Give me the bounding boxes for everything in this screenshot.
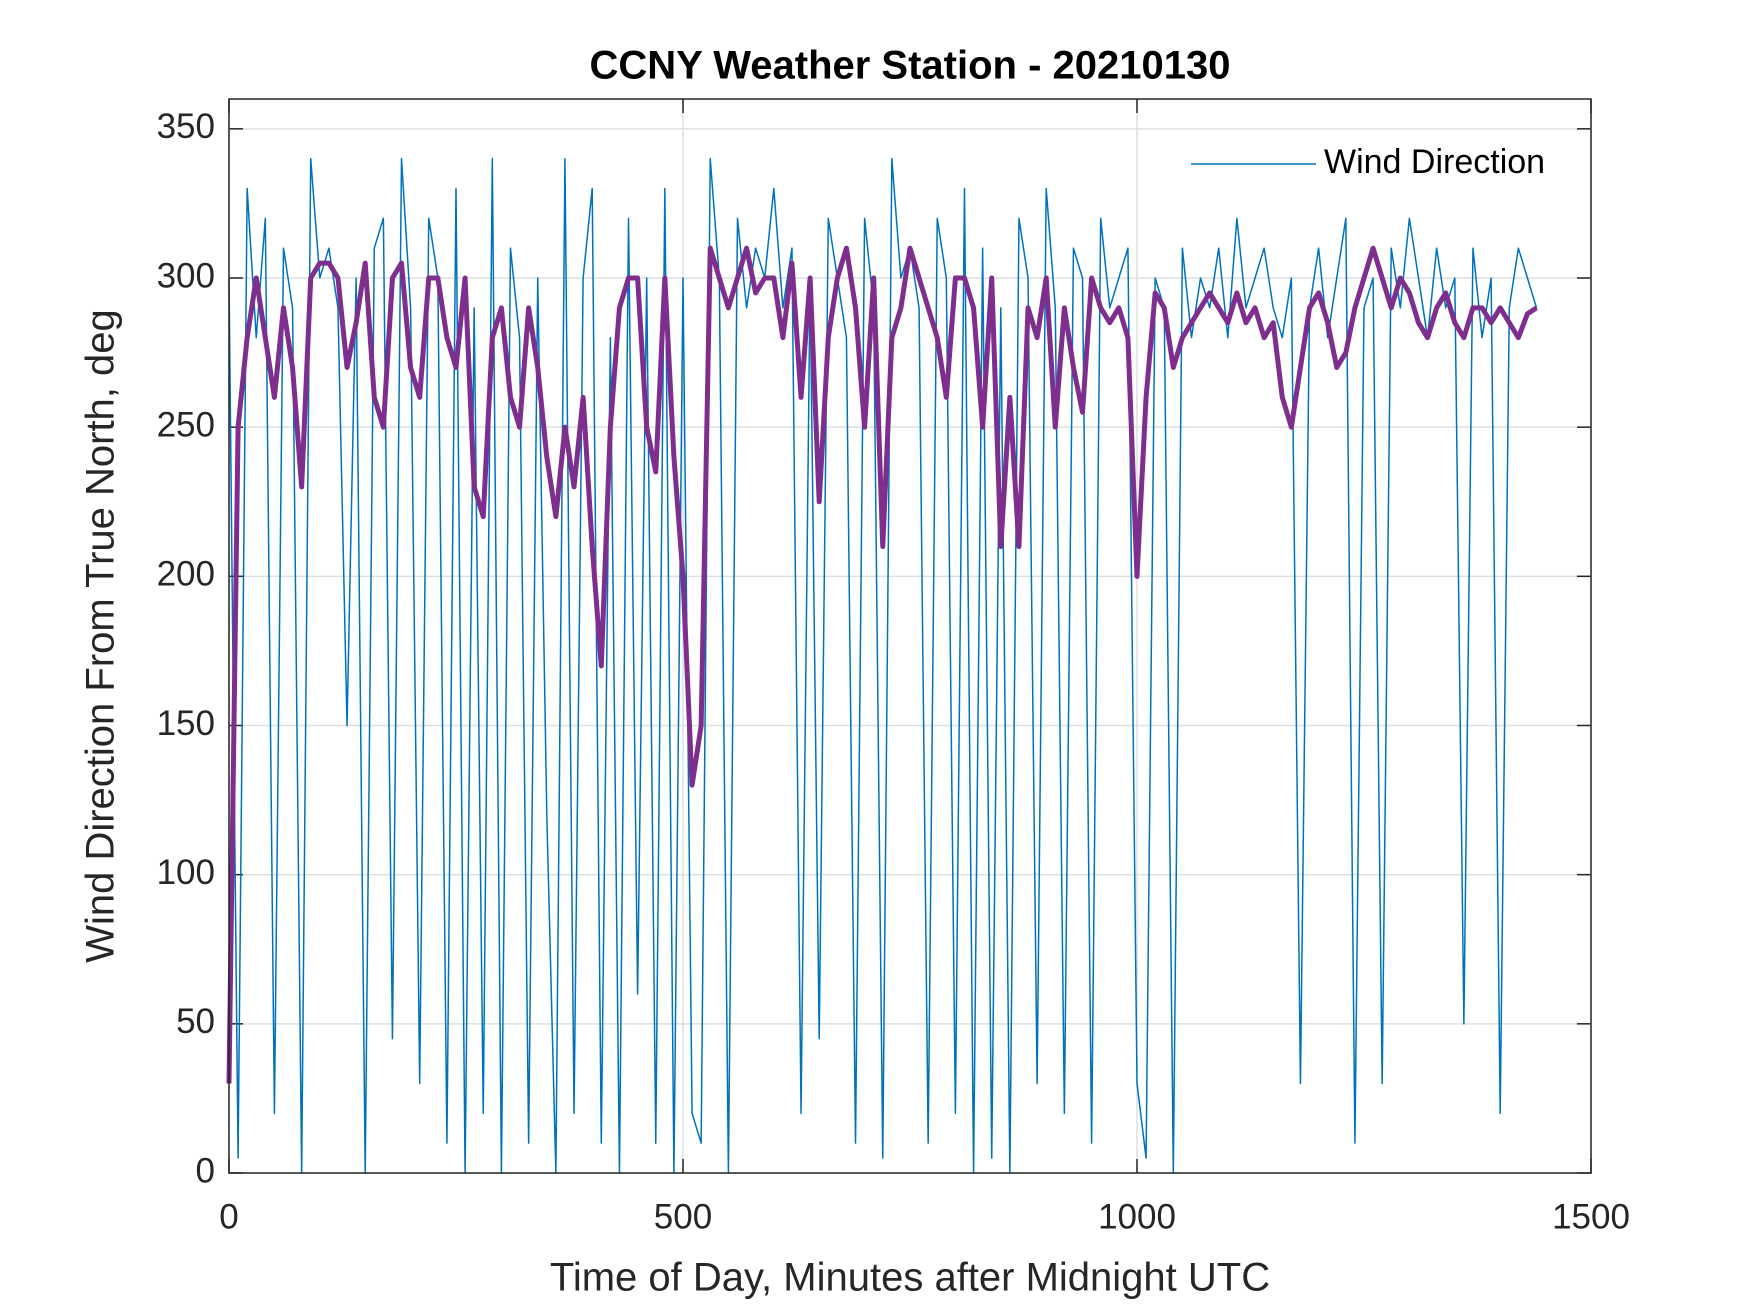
- chart-title: CCNY Weather Station - 20210130: [590, 44, 1231, 88]
- data-line: [226, 245, 1538, 1084]
- y-tick-label: 200: [157, 555, 215, 594]
- y-tick-label: 300: [157, 256, 215, 295]
- y-tick-label: 0: [196, 1151, 215, 1190]
- x-axis-label: Time of Day, Minutes after Midnight UTC: [550, 1256, 1270, 1300]
- x-tick-label: 0: [219, 1197, 238, 1236]
- x-tick-label: 1000: [1098, 1197, 1176, 1236]
- y-tick-label: 350: [157, 107, 215, 146]
- axes-box: [228, 98, 1592, 1174]
- y-tick-label: 50: [176, 1002, 215, 1041]
- data-line: [228, 157, 1538, 1174]
- legend-label: Wind Direction: [1324, 143, 1545, 181]
- y-tick-label: 250: [157, 405, 215, 444]
- x-tick-label: 500: [654, 1197, 712, 1236]
- y-axis-label: Wind Direction From True North, deg: [79, 309, 123, 963]
- y-tick-label: 100: [157, 853, 215, 892]
- x-tick-label: 1500: [1552, 1197, 1630, 1236]
- y-tick-label: 150: [157, 704, 215, 743]
